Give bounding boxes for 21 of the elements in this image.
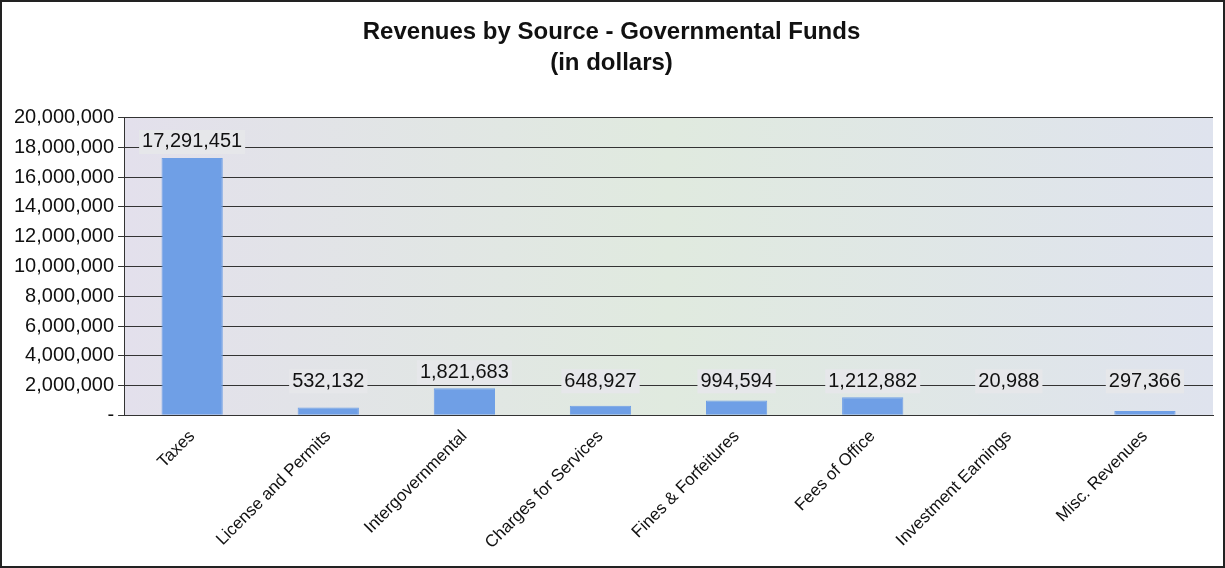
y-tick-label: 20,000,000 (13, 105, 115, 128)
data-label: 994,594 (700, 368, 773, 391)
data-label: 532,132 (292, 368, 365, 391)
y-tick-label: 10,000,000 (13, 253, 115, 276)
y-tick-label: 14,000,000 (13, 194, 115, 217)
data-label: 20,988 (978, 368, 1040, 391)
chart-title: Revenues by Source - Governmental Funds (362, 17, 861, 45)
chart-subtitle: (in dollars) (550, 47, 673, 75)
y-tick-label: 12,000,000 (13, 224, 115, 247)
data-label: 1,212,882 (828, 368, 918, 391)
data-label: 17,291,451 (142, 129, 243, 152)
y-tick-label: 6,000,000 (25, 313, 115, 336)
y-tick-label: 4,000,000 (25, 343, 115, 366)
y-tick-label: - (107, 402, 115, 425)
y-tick-label: 8,000,000 (25, 283, 115, 306)
data-label: 297,366 (1108, 368, 1182, 391)
y-tick-label: 16,000,000 (13, 164, 115, 187)
y-tick-label: 18,000,000 (13, 134, 115, 157)
data-label: 648,927 (564, 368, 637, 391)
y-tick-label: 2,000,000 (25, 373, 115, 396)
data-label: 1,821,683 (419, 359, 509, 382)
